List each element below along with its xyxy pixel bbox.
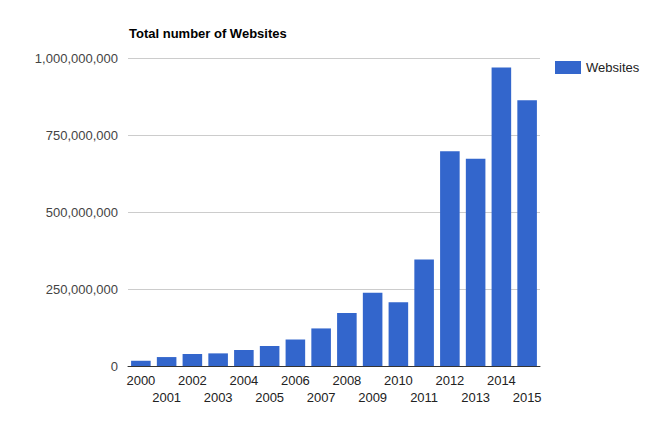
svg-text:0: 0	[111, 359, 118, 374]
svg-text:2004: 2004	[229, 373, 258, 388]
svg-text:2000: 2000	[126, 373, 155, 388]
svg-text:1,000,000,000: 1,000,000,000	[35, 51, 118, 66]
svg-text:2011: 2011	[410, 390, 438, 405]
svg-text:Total number of Websites: Total number of Websites	[129, 26, 287, 41]
svg-text:750,000,000: 750,000,000	[46, 128, 118, 143]
svg-text:2002: 2002	[178, 373, 207, 388]
svg-text:Websites: Websites	[586, 60, 640, 75]
svg-text:2008: 2008	[332, 373, 361, 388]
svg-text:2001: 2001	[152, 390, 181, 405]
svg-text:2013: 2013	[461, 390, 490, 405]
svg-text:2010: 2010	[384, 373, 413, 388]
svg-text:2006: 2006	[281, 373, 310, 388]
svg-text:2012: 2012	[435, 373, 464, 388]
svg-text:2003: 2003	[204, 390, 233, 405]
svg-text:2009: 2009	[358, 390, 387, 405]
svg-text:2007: 2007	[307, 390, 336, 405]
svg-text:2015: 2015	[513, 390, 542, 405]
svg-text:2014: 2014	[487, 373, 516, 388]
svg-text:250,000,000: 250,000,000	[46, 282, 118, 297]
svg-text:2005: 2005	[255, 390, 284, 405]
svg-text:500,000,000: 500,000,000	[46, 205, 118, 220]
